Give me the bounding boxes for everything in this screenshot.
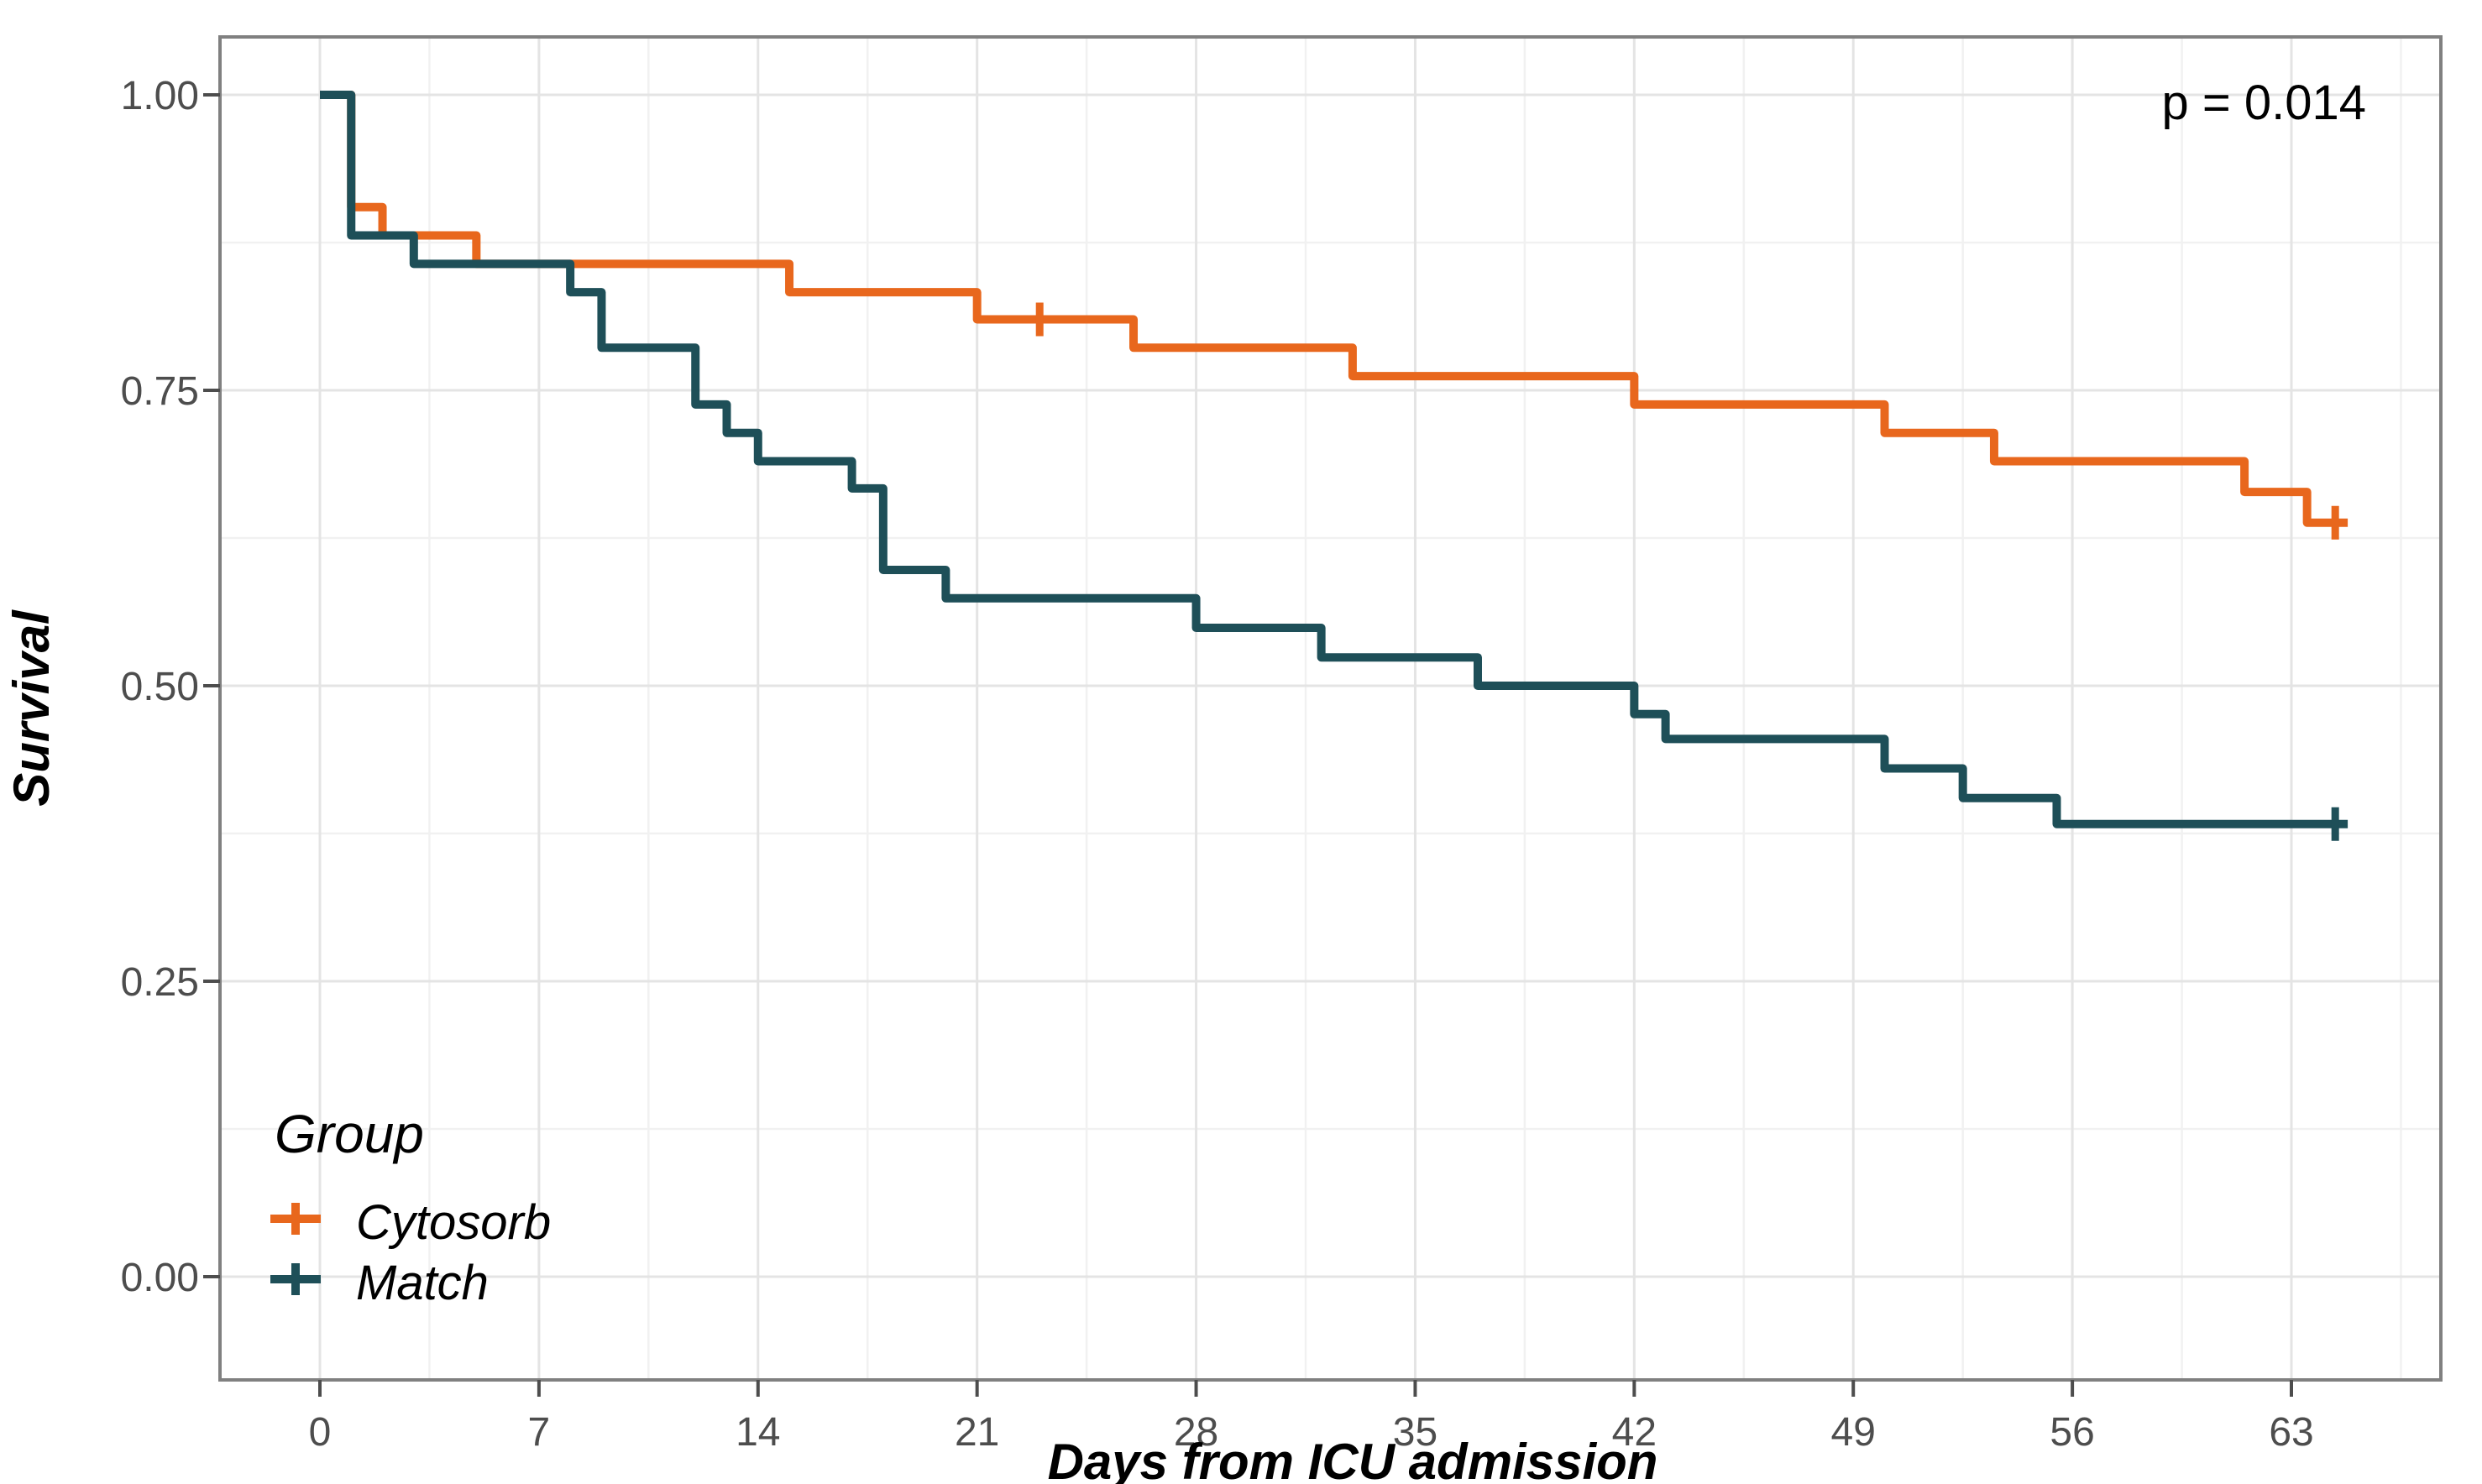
y-axis-tick-label: 0.25 [121, 960, 199, 1005]
curve-match [320, 91, 2348, 828]
plus-censor-icon [270, 1203, 321, 1235]
gridlines-major [220, 37, 2441, 1380]
x-axis-title: Days from ICU admission [1048, 1434, 1658, 1484]
x-axis-tick-label: 0 [309, 1410, 332, 1455]
gridlines-minor [220, 37, 2441, 1380]
y-axis-tick-label: 1.00 [121, 74, 199, 118]
legend-item-cytosorb: Cytosorb [270, 1195, 551, 1250]
legend-title: Group [275, 1104, 424, 1164]
p-value-label: p = 0.014 [2162, 76, 2367, 130]
survival-curves [320, 91, 2348, 828]
x-axis-tick-label: 56 [2050, 1410, 2094, 1455]
y-axis-title: Survival [3, 609, 60, 807]
plot-panel-border [218, 35, 2443, 1382]
x-axis-tick-label: 49 [1831, 1410, 1876, 1455]
legend-item-match: Match [270, 1256, 489, 1310]
axis-tick-marks [203, 93, 2294, 1397]
axis-tick-labels: 0 7 14 21 28 35 42 49 56 63 1.00 0.75 0.50 0.25 0.00 [121, 74, 2314, 1455]
plus-censor-icon [270, 1263, 321, 1295]
x-axis-tick-label: 28 [1174, 1410, 1218, 1455]
legend: Group Cytosorb Match [270, 1104, 551, 1310]
x-axis-tick-label: 42 [1612, 1410, 1657, 1455]
y-axis-tick-label: 0.00 [121, 1256, 199, 1300]
legend-item-cytosorb-label: Cytosorb [356, 1195, 551, 1250]
curve-cytosorb [320, 91, 2348, 527]
censor-marks [1035, 302, 2339, 841]
x-axis-tick-label: 21 [955, 1410, 999, 1455]
legend-item-match-label: Match [356, 1256, 489, 1310]
y-axis-tick-label: 0.75 [121, 369, 199, 414]
x-axis-tick-label: 14 [736, 1410, 780, 1455]
x-axis-tick-label: 35 [1393, 1410, 1437, 1455]
x-axis-tick-label: 7 [528, 1410, 551, 1455]
y-axis-tick-label: 0.50 [121, 665, 199, 709]
x-axis-tick-label: 63 [2269, 1410, 2313, 1455]
